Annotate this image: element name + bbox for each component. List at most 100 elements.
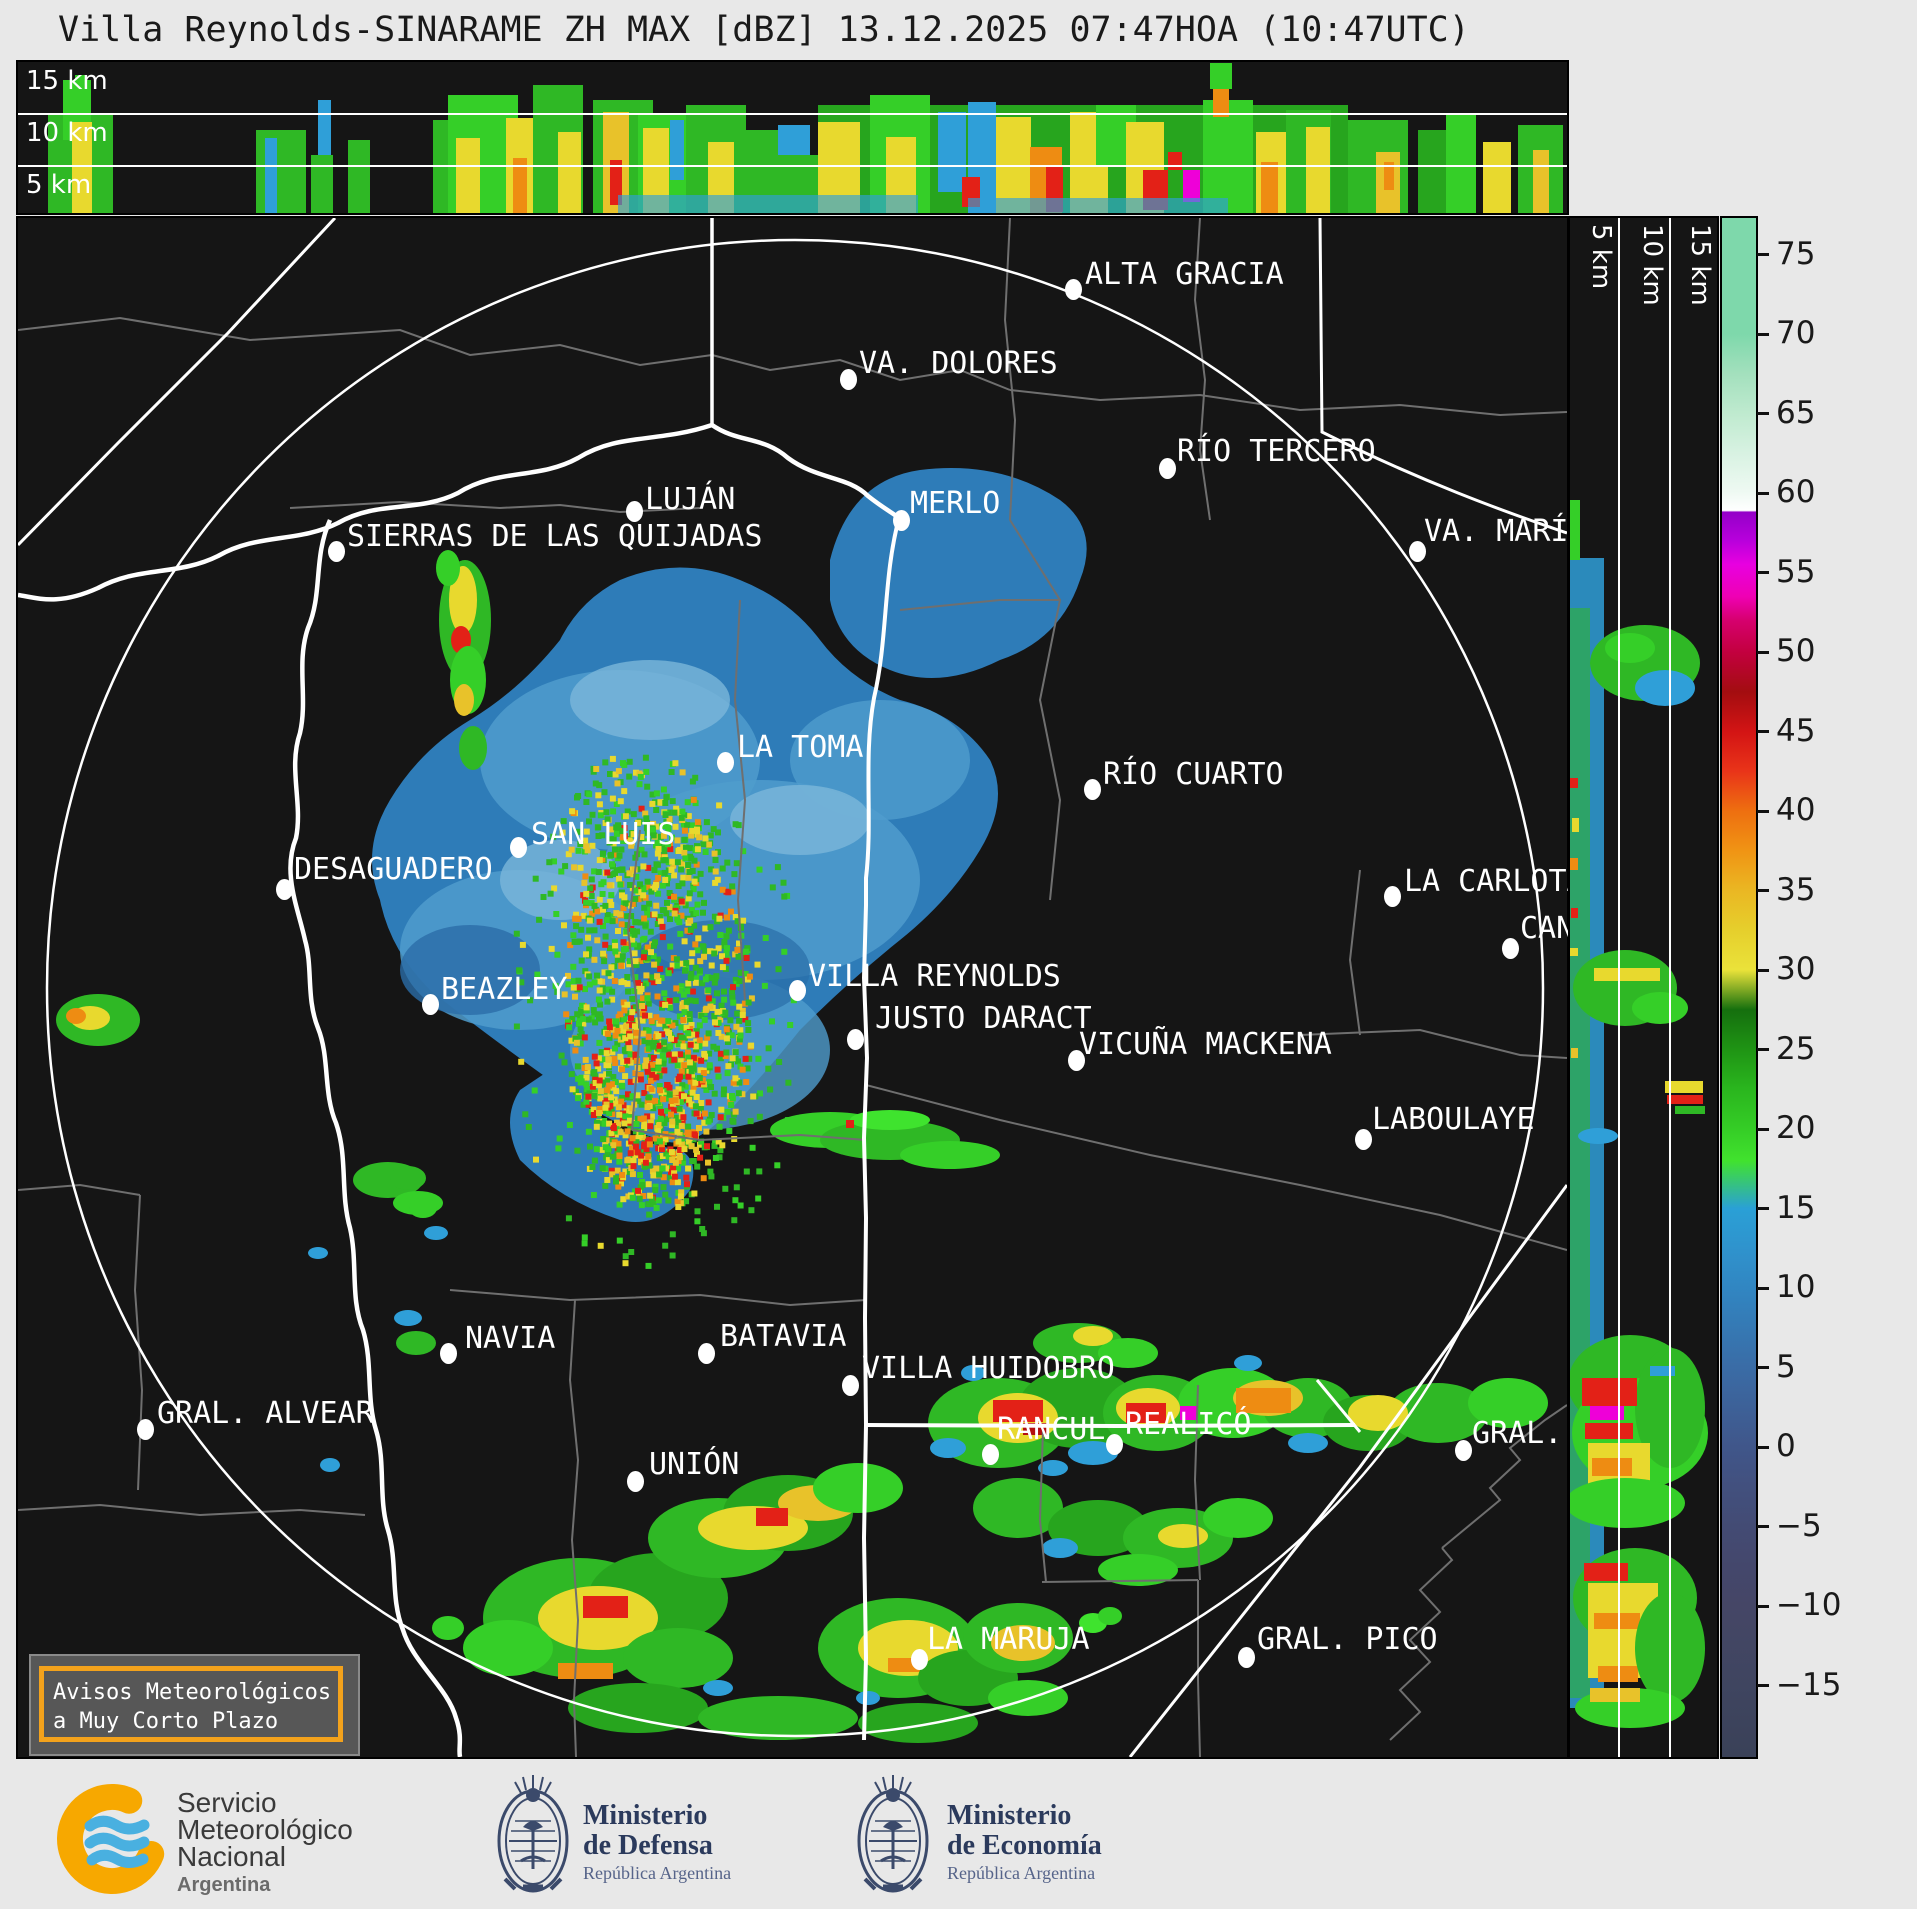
- colorbar-tick-mark: [1757, 1127, 1769, 1131]
- city-dot-laboulaye: [1355, 1129, 1372, 1150]
- colorbar-tick-label: 15: [1776, 1189, 1816, 1226]
- top-panel-gridline-5km: [18, 165, 1567, 167]
- city-label-villa-huidobro: VILLA HUIDOBRO: [862, 1351, 1115, 1386]
- city-label-gral-: GRAL.: [1472, 1416, 1563, 1451]
- colorbar-tick-mark: [1757, 571, 1769, 574]
- colorbar-tick-label: 55: [1776, 553, 1816, 590]
- city-dot-va-dolores: [840, 369, 857, 390]
- city-label-villa-reynolds: VILLA REYNOLDS: [808, 959, 1061, 994]
- city-label-va-dolores: VA. DOLORES: [859, 346, 1058, 381]
- colorbar-tick-mark: [1757, 809, 1769, 813]
- warning-box: Avisos Meteorológicos a Muy Corto Plazo: [29, 1654, 360, 1756]
- economia-line2: de Economía: [947, 1830, 1102, 1861]
- city-dot-merlo: [893, 510, 910, 531]
- city-dot-vicu-a-mackena: [1068, 1050, 1085, 1071]
- smn-line4: Argentina: [177, 1874, 271, 1896]
- colorbar-tick-label: 35: [1776, 871, 1816, 908]
- side-panel-gridline-10km: [1669, 218, 1671, 1757]
- top-cross-section-panel: 15 km 10 km 5 km: [16, 60, 1569, 215]
- range-ring: [45, 238, 1545, 1738]
- city-label-luj-n: LUJÁN: [645, 482, 736, 517]
- colorbar-tick-label: 75: [1776, 235, 1816, 272]
- city-label-can: CAN: [1520, 911, 1575, 946]
- colorbar-tick-mark: [1757, 1445, 1769, 1449]
- city-label-navia: NAVIA: [465, 1321, 556, 1356]
- colorbar-tick-label: 60: [1776, 474, 1816, 510]
- city-label-merlo: MERLO: [910, 486, 1001, 521]
- colorbar-tick-mark: [1757, 730, 1769, 733]
- city-dot-va-mar-: [1409, 541, 1426, 562]
- city-dot-navia: [440, 1343, 457, 1364]
- province-boundaries: [18, 218, 1567, 1757]
- warning-box-border: [39, 1666, 343, 1742]
- city-label-san-luis: SAN LUIS: [531, 817, 676, 852]
- colorbar-tick-label: 20: [1776, 1110, 1816, 1146]
- colorbar: [1720, 216, 1758, 1759]
- city-dot-alta-gracia: [1065, 279, 1082, 300]
- colorbar-tick-label: 25: [1776, 1030, 1816, 1067]
- city-label-alta-gracia: ALTA GRACIA: [1085, 257, 1284, 292]
- colorbar-tick-label: 30: [1776, 951, 1816, 987]
- top-panel-gridline-10km: [18, 113, 1567, 115]
- top-altitude-label: 15 km: [26, 66, 108, 96]
- city-dot-la-carlota: [1384, 886, 1401, 907]
- defensa-sub: República Argentina: [583, 1863, 732, 1883]
- city-dot-gral-pico: [1238, 1647, 1255, 1668]
- city-dot-la-toma: [717, 752, 734, 773]
- colorbar-tick-label: 0: [1776, 1428, 1796, 1464]
- colorbar-tick-mark: [1757, 1604, 1769, 1608]
- colorbar-tick-label: −10: [1776, 1587, 1842, 1623]
- economia-coat-of-arms: [853, 1769, 933, 1901]
- colorbar-tick-label: 45: [1776, 712, 1816, 749]
- city-label-rancul: RANCUL: [997, 1412, 1106, 1447]
- city-label-justo-daract: JUSTO DARACT: [875, 1001, 1092, 1036]
- city-label-la-toma: LA TOMA: [737, 730, 864, 765]
- department-boundaries: [18, 218, 1567, 1757]
- top-cross-section-echoes: [48, 63, 1563, 213]
- colorbar-tick-label: 10: [1776, 1269, 1816, 1305]
- map-graphics: [18, 218, 1567, 1757]
- city-dot-realic-: [1106, 1434, 1123, 1455]
- economia-line1: Ministerio: [947, 1800, 1072, 1831]
- colorbar-tick-mark: [1757, 1525, 1769, 1528]
- economia-text: Ministerio de Economía República Argenti…: [947, 1801, 1102, 1884]
- defensa-line2: de Defensa: [583, 1830, 713, 1861]
- city-label-uni-n: UNIÓN: [649, 1447, 740, 1482]
- city-label-laboulaye: LABOULAYE: [1372, 1102, 1535, 1137]
- side-cross-section-echoes: [1570, 500, 1708, 1728]
- city-label-va-mar-: VA. MARÍ: [1424, 514, 1569, 549]
- city-label-la-maruja: LA MARUJA: [927, 1622, 1090, 1657]
- side-cross-section-panel: [1568, 216, 1719, 1759]
- colorbar-tick-mark: [1757, 1366, 1769, 1369]
- colorbar-tick-mark: [1757, 1684, 1769, 1687]
- side-altitude-label: 5 km: [1586, 224, 1616, 290]
- city-dot-desaguadero: [276, 879, 293, 900]
- city-label-beazley: BEAZLEY: [441, 972, 568, 1007]
- city-label-batavia: BATAVIA: [720, 1319, 847, 1354]
- city-label-gral-pico: GRAL. PICO: [1257, 1622, 1438, 1657]
- colorbar-tick-mark: [1757, 968, 1769, 972]
- city-dot-la-maruja: [911, 1649, 928, 1670]
- defensa-line1: Ministerio: [583, 1800, 708, 1831]
- warning-box-text: Avisos Meteorológicos a Muy Corto Plazo: [53, 1680, 332, 1734]
- city-label-gral-alvear: GRAL. ALVEAR: [157, 1396, 374, 1431]
- colorbar-tick-mark: [1757, 491, 1769, 495]
- city-dot-r-o-cuarto: [1084, 779, 1101, 800]
- radar-map-panel: ALTA GRACIA VA. DOLORES RÍO TERCERO MERLO LU…: [16, 216, 1585, 1759]
- defensa-coat-of-arms: [493, 1769, 573, 1901]
- city-label-la-carlota: LA CARLOTA: [1404, 864, 1585, 899]
- city-label-r-o-cuarto: RÍO CUARTO: [1103, 757, 1284, 792]
- city-dot-gral-alvear: [137, 1419, 154, 1440]
- city-dot-r-o-tercero: [1159, 458, 1176, 479]
- smn-text: Servicio Meteorológico Nacional Argentin…: [177, 1789, 353, 1897]
- top-altitude-label: 10 km: [26, 118, 108, 148]
- colorbar-tick-mark: [1757, 1286, 1769, 1290]
- colorbar-tick-mark: [1757, 412, 1769, 415]
- colorbar-tick-label: 40: [1776, 792, 1816, 828]
- smn-logo: [57, 1784, 167, 1894]
- top-altitude-label: 5 km: [26, 170, 92, 200]
- colorbar-tick-mark: [1757, 1048, 1769, 1051]
- city-dot-san-luis: [510, 837, 527, 858]
- defensa-text: Ministerio de Defensa República Argentin…: [583, 1801, 731, 1884]
- colorbar-tick-label: 5: [1776, 1348, 1796, 1385]
